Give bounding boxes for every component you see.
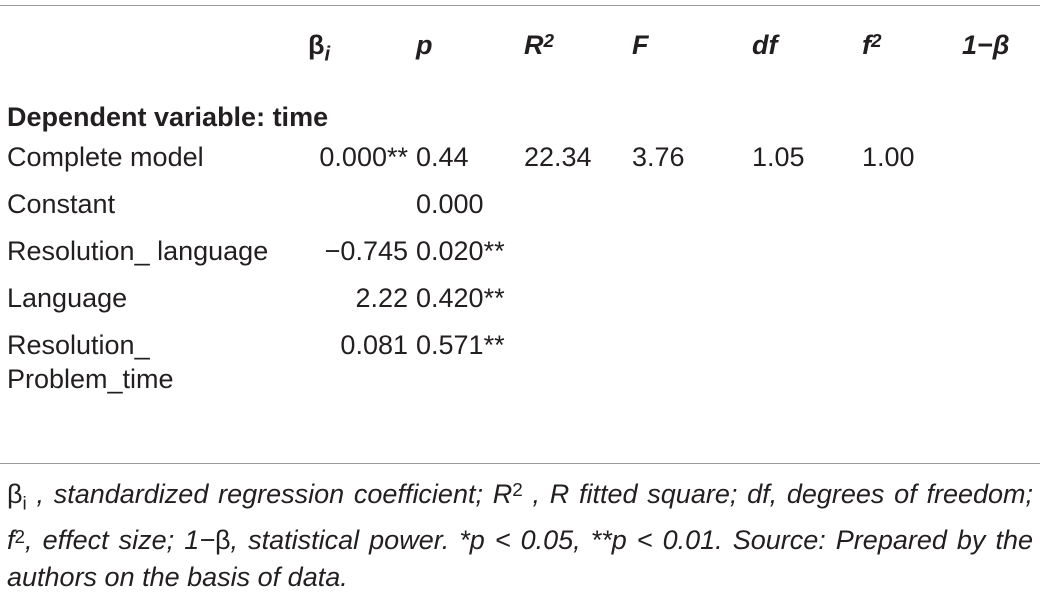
header-row: βi p R2 F df f2 1−β — [0, 22, 1040, 82]
cell-f — [632, 281, 752, 328]
table-top-rule — [0, 5, 1040, 6]
row-label: Resolution_ language — [7, 236, 269, 266]
header-power: 1−β — [962, 30, 1010, 60]
header-df: df — [752, 30, 778, 60]
cell-power — [962, 234, 1040, 281]
cell-r2 — [524, 281, 632, 328]
table-row: Resolution_ Problem_time 0.081 0.571** — [0, 328, 1040, 409]
regression-table: βi p R2 F df f2 1−β Dependent variable: … — [0, 22, 1040, 409]
cell-power — [962, 328, 1040, 409]
cell-r2 — [524, 187, 632, 234]
cell-f2 — [862, 328, 962, 409]
cell-p: 0.020** — [416, 236, 505, 266]
cell-f2 — [862, 234, 962, 281]
cell-beta: 2.22 — [355, 283, 408, 313]
header-f: F — [632, 30, 649, 60]
table-footnote: βi , standardized regression coefficient… — [7, 479, 1034, 593]
header-r2: R2 — [524, 30, 555, 60]
cell-beta: −0.745 — [324, 236, 408, 266]
cell-f2 — [862, 281, 962, 328]
cell-r2 — [524, 328, 632, 409]
cell-r2: 22.34 — [524, 142, 592, 172]
cell-power — [962, 187, 1040, 234]
cell-power — [962, 281, 1040, 328]
cell-f — [632, 234, 752, 281]
table-bottom-rule — [0, 463, 1040, 464]
row-label: Resolution_ Problem_time — [7, 330, 174, 394]
table-row: Complete model 0.000** 0.44 22.34 3.76 1… — [0, 140, 1040, 187]
cell-f2 — [862, 187, 962, 234]
cell-r2 — [524, 234, 632, 281]
row-label: Complete model — [7, 142, 204, 172]
cell-f: 3.76 — [632, 142, 685, 172]
cell-power — [962, 140, 1040, 187]
cell-beta — [300, 187, 416, 234]
cell-df — [752, 234, 862, 281]
table-row: Constant 0.000 — [0, 187, 1040, 234]
cell-beta: 0.081 — [340, 330, 408, 360]
cell-beta: 0.000** — [319, 142, 408, 172]
table-row: Resolution_ language −0.745 0.020** — [0, 234, 1040, 281]
row-label: Language — [7, 283, 128, 313]
header-p: p — [416, 30, 433, 60]
section-row: Dependent variable: time — [0, 82, 1040, 140]
header-empty — [0, 22, 300, 82]
header-beta: βi — [308, 30, 331, 66]
cell-f2: 1.00 — [862, 142, 915, 172]
cell-f — [632, 187, 752, 234]
cell-p: 0.000 — [416, 189, 484, 219]
cell-df — [752, 328, 862, 409]
header-f2: f2 — [862, 30, 882, 60]
row-label: Constant — [7, 189, 116, 219]
cell-p: 0.44 — [416, 142, 469, 172]
section-title: Dependent variable: time — [7, 102, 329, 132]
table-row: Language 2.22 0.420** — [0, 281, 1040, 328]
cell-p: 0.420** — [416, 283, 505, 313]
cell-df: 1.05 — [752, 142, 805, 172]
cell-p: 0.571** — [416, 330, 505, 360]
cell-f — [632, 328, 752, 409]
cell-df — [752, 187, 862, 234]
cell-df — [752, 281, 862, 328]
